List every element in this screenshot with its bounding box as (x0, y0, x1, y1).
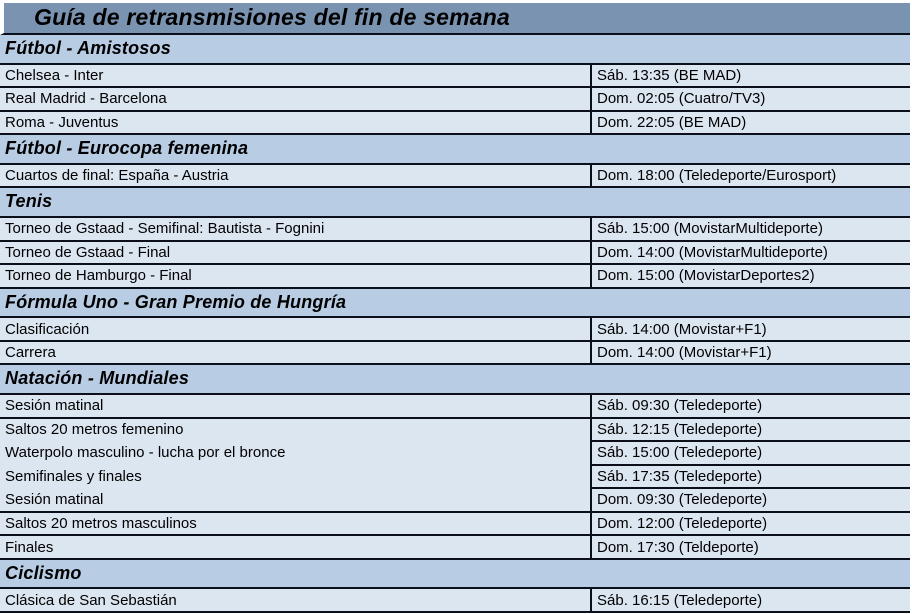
event-time-cell: Dom. 09:30 (Teledeporte) (590, 489, 910, 513)
event-time-cell: Dom. 02:05 (Cuatro/TV3) (590, 88, 910, 112)
event-time-cell: Sáb. 17:35 (Teledeporte) (590, 465, 910, 490)
event-name-cell: Finales (0, 536, 590, 560)
title-row: Guía de retransmisiones del fin de seman… (0, 1, 910, 35)
event-row: Torneo de Hamburgo - Final Dom. 15:00 (M… (0, 265, 910, 289)
event-name-cell: Clasificación (0, 318, 590, 342)
event-name-cell: Saltos 20 metros masculinos (0, 512, 590, 537)
event-time-cell: Dom. 22:05 (BE MAD) (590, 111, 910, 136)
event-time-cell: Sáb. 13:35 (BE MAD) (590, 64, 910, 89)
event-name-cell: Saltos 20 metros femenino (0, 418, 590, 443)
event-name-cell: Sesión matinal (0, 395, 590, 419)
event-time-cell: Sáb. 15:00 (MovistarMultideporte) (590, 218, 910, 242)
event-row: Sesión matinal Sáb. 09:30 (Teledeporte) (0, 395, 910, 419)
event-time-cell: Dom. 14:00 (Movistar+F1) (590, 341, 910, 366)
section-row: Natación - Mundiales (0, 365, 910, 396)
event-time-cell: Dom. 17:30 (Teldeporte) (590, 536, 910, 560)
event-time-cell: Dom. 15:00 (MovistarDeportes2) (590, 265, 910, 289)
event-time-cell: Dom. 18:00 (Teledeporte/Eurosport) (590, 164, 910, 189)
event-row: Torneo de Gstaad - Final Dom. 14:00 (Mov… (0, 241, 910, 266)
event-row: Saltos 20 metros femenino Sáb. 12:15 (Te… (0, 418, 910, 443)
event-name-cell: Sesión matinal (0, 489, 590, 513)
event-row: Saltos 20 metros masculinos Dom. 12:00 (… (0, 512, 910, 537)
section-header: Tenis (0, 188, 910, 219)
event-name-cell: Roma - Juventus (0, 111, 590, 136)
event-time-cell: Sáb. 15:00 (Teledeporte) (590, 442, 910, 466)
event-row: Roma - Juventus Dom. 22:05 (BE MAD) (0, 111, 910, 136)
event-name-cell: Clásica de San Sebastián (0, 589, 590, 613)
event-row: Clásica de San Sebastián Sáb. 16:15 (Tel… (0, 589, 910, 613)
event-row: Chelsea - Inter Sáb. 13:35 (BE MAD) (0, 64, 910, 89)
event-row: Clasificación Sáb. 14:00 (Movistar+F1) (0, 318, 910, 342)
event-row: Finales Dom. 17:30 (Teldeporte) (0, 536, 910, 560)
event-name-cell: Real Madrid - Barcelona (0, 88, 590, 112)
section-header: Fútbol - Amistosos (0, 35, 910, 65)
event-time-cell: Dom. 12:00 (Teledeporte) (590, 512, 910, 537)
section-header: Natación - Mundiales (0, 365, 910, 396)
event-row: Waterpolo masculino - lucha por el bronc… (0, 442, 910, 466)
event-time-cell: Sáb. 16:15 (Teledeporte) (590, 589, 910, 613)
event-name-cell: Semifinales y finales (0, 465, 590, 490)
event-name-cell: Torneo de Gstaad - Semifinal: Bautista -… (0, 218, 590, 242)
event-name-cell: Cuartos de final: España - Austria (0, 164, 590, 189)
event-row: Carrera Dom. 14:00 (Movistar+F1) (0, 341, 910, 366)
section-row: Fútbol - Eurocopa femenina (0, 135, 910, 165)
event-row: Real Madrid - Barcelona Dom. 02:05 (Cuat… (0, 88, 910, 112)
event-row: Sesión matinal Dom. 09:30 (Teledeporte) (0, 489, 910, 513)
section-row: Ciclismo (0, 559, 910, 590)
event-name-cell: Waterpolo masculino - lucha por el bronc… (0, 442, 590, 466)
event-time-cell: Sáb. 14:00 (Movistar+F1) (590, 318, 910, 342)
event-name-cell: Chelsea - Inter (0, 64, 590, 89)
event-time-cell: Sáb. 12:15 (Teledeporte) (590, 418, 910, 443)
event-name-cell: Torneo de Gstaad - Final (0, 241, 590, 266)
event-row: Semifinales y finales Sáb. 17:35 (Telede… (0, 465, 910, 490)
section-row: Tenis (0, 188, 910, 219)
event-time-cell: Sáb. 09:30 (Teledeporte) (590, 395, 910, 419)
event-time-cell: Dom. 14:00 (MovistarMultideporte) (590, 241, 910, 266)
section-header: Fórmula Uno - Gran Premio de Hungría (0, 288, 910, 319)
section-row: Fútbol - Amistosos (0, 35, 910, 65)
event-row: Torneo de Gstaad - Semifinal: Bautista -… (0, 218, 910, 242)
section-header: Fútbol - Eurocopa femenina (0, 135, 910, 165)
event-name-cell: Torneo de Hamburgo - Final (0, 265, 590, 289)
event-row: Cuartos de final: España - Austria Dom. … (0, 164, 910, 189)
page-title: Guía de retransmisiones del fin de seman… (0, 1, 910, 35)
section-header: Ciclismo (0, 559, 910, 590)
section-row: Fórmula Uno - Gran Premio de Hungría (0, 288, 910, 319)
event-name-cell: Carrera (0, 341, 590, 366)
